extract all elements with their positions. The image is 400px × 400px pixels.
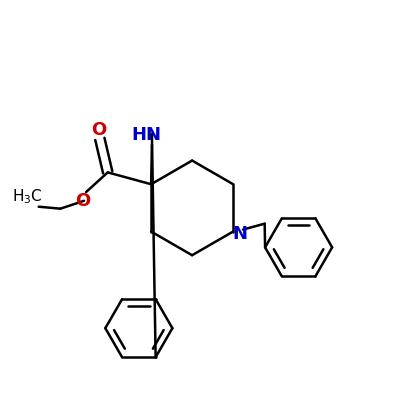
Text: HN: HN — [131, 126, 161, 144]
Text: H$_3$C: H$_3$C — [12, 188, 42, 206]
Text: N: N — [233, 224, 248, 242]
Text: O: O — [91, 121, 106, 139]
Text: O: O — [75, 192, 90, 210]
